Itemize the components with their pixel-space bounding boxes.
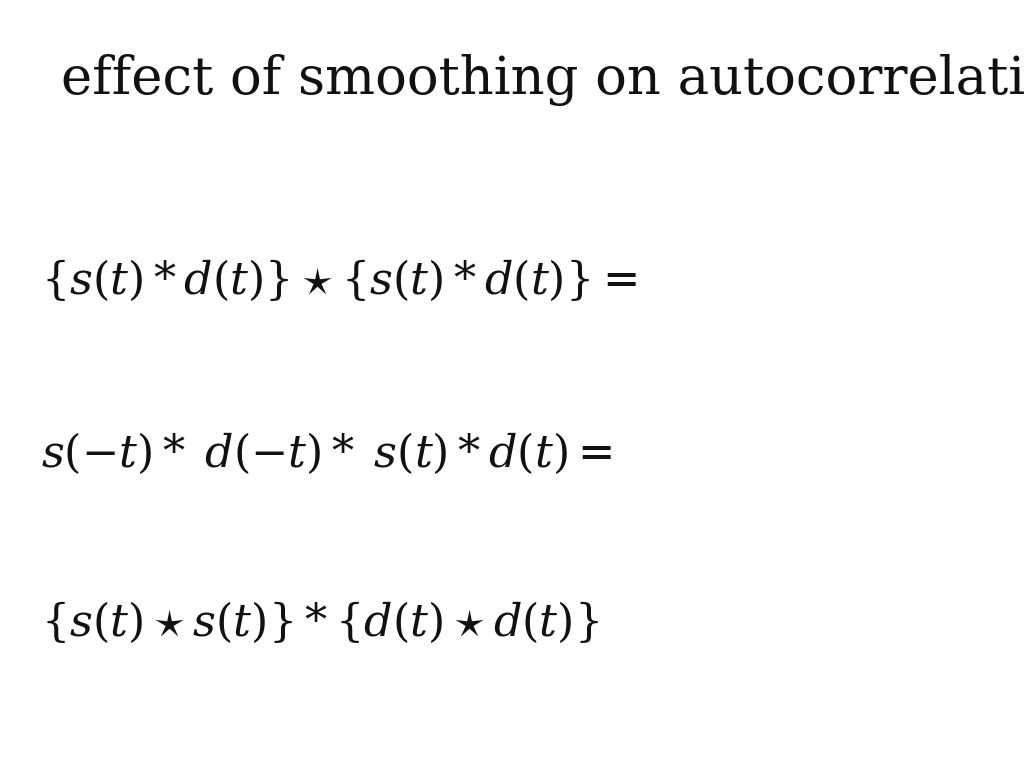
Text: $s(-t) * \; d(-t) * \; s(t) * d(t) =$: $s(-t) * \; d(-t) * \; s(t) * d(t) =$: [41, 431, 612, 475]
Text: $\{s(t) * d(t)\} \star \{s(t) * d(t)\} =$: $\{s(t) * d(t)\} \star \{s(t) * d(t)\} =…: [41, 258, 637, 303]
Text: effect of smoothing on autocorrelation: effect of smoothing on autocorrelation: [61, 54, 1024, 106]
Text: $\{s(t) \star s(t)\} * \{d(t) \star d(t)\}$: $\{s(t) \star s(t)\} * \{d(t) \star d(t)…: [41, 600, 599, 644]
